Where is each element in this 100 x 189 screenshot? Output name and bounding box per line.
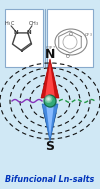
Polygon shape: [46, 104, 54, 137]
Text: $\mathregular{C_3F_7}$: $\mathregular{C_3F_7}$: [45, 45, 56, 52]
Polygon shape: [41, 59, 59, 98]
FancyBboxPatch shape: [5, 9, 43, 67]
Text: Bifuncional Ln-salts: Bifuncional Ln-salts: [5, 174, 95, 184]
Polygon shape: [42, 104, 58, 141]
Text: $\mathregular{H_3C}$: $\mathregular{H_3C}$: [4, 19, 15, 28]
Polygon shape: [45, 63, 55, 98]
Circle shape: [44, 95, 56, 107]
Text: $\mathregular{CH_3}$: $\mathregular{CH_3}$: [28, 19, 39, 28]
Circle shape: [45, 96, 57, 108]
Text: $\mathregular{O}$: $\mathregular{O}$: [68, 30, 74, 38]
Circle shape: [47, 98, 50, 100]
Text: $\mathregular{O}$: $\mathregular{O}$: [65, 52, 71, 60]
FancyBboxPatch shape: [47, 9, 93, 67]
Text: N: N: [45, 49, 55, 61]
Text: $\mathregular{CF_3}$: $\mathregular{CF_3}$: [84, 32, 93, 39]
Text: N: N: [13, 30, 18, 35]
Circle shape: [46, 97, 51, 101]
Circle shape: [44, 95, 52, 103]
Text: S: S: [46, 139, 54, 153]
Text: N: N: [26, 30, 31, 35]
